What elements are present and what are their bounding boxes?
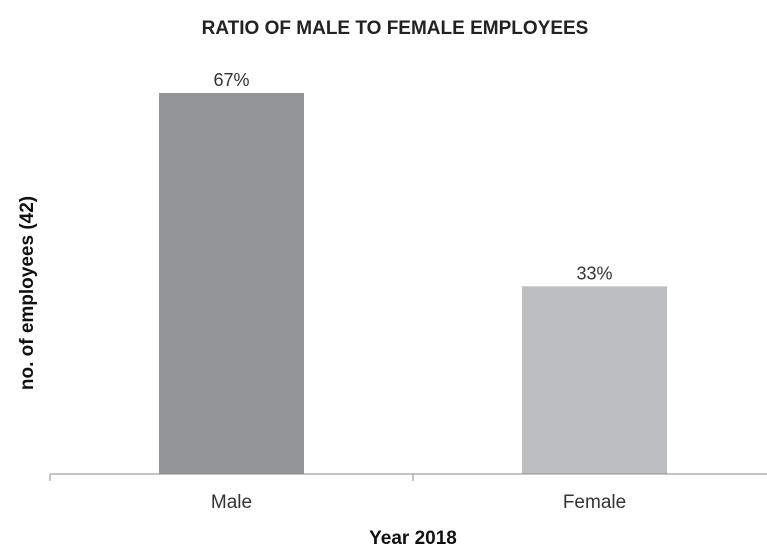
bar-female	[522, 286, 667, 474]
x-axis-title: Year 2018	[369, 528, 457, 548]
data-label-male: 67%	[213, 70, 249, 90]
x-tick-label-female: Female	[563, 492, 626, 513]
x-axis-ticks	[49, 474, 414, 481]
bars-layer	[159, 93, 667, 474]
x-tick-label-male: Male	[211, 492, 252, 513]
labels-layer: 67% Male 33% Female	[211, 70, 626, 513]
y-axis-title: no. of employees (42)	[17, 196, 38, 390]
data-label-female: 33%	[576, 263, 612, 283]
chart-title: RATIO OF MALE TO FEMALE EMPLOYEES	[202, 18, 589, 39]
bar-male	[159, 93, 304, 474]
